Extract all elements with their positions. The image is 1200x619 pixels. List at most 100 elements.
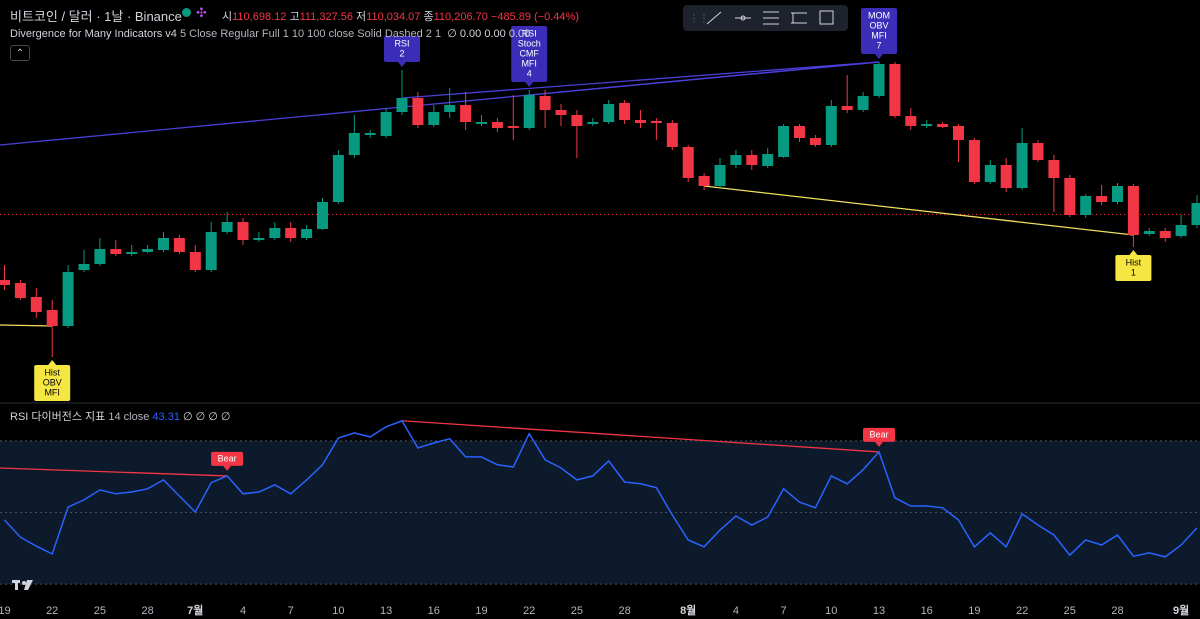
- x-tick-label: 19: [968, 605, 980, 617]
- candle-body: [62, 272, 74, 326]
- signal-label-text: Stoch: [518, 38, 541, 48]
- candle-body: [491, 122, 503, 128]
- bear-label-box: [211, 451, 244, 466]
- candle-body: [460, 105, 472, 122]
- divergence-line: [401, 61, 880, 99]
- rsi-legend: RSI 다이버전스 지표 14 close 43.31 ∅ ∅ ∅ ∅: [10, 408, 231, 424]
- candle-body: [905, 116, 917, 126]
- signal-pointer: [398, 62, 406, 67]
- signal-label-text: OBV: [43, 377, 62, 387]
- candle-body: [507, 126, 519, 128]
- candle-body: [778, 126, 790, 157]
- signal-label-text: Hist: [1126, 257, 1142, 267]
- ohlc-value: 111,327.56: [299, 11, 353, 23]
- signal-label-box: [861, 8, 897, 54]
- signal-pointer: [875, 54, 883, 59]
- tv-logo: [12, 580, 33, 590]
- candle-body: [1080, 196, 1092, 215]
- rsi-pane: Bear Bear: [0, 419, 1200, 585]
- signal-label-text: RSI: [522, 28, 537, 38]
- candle-body: [809, 138, 821, 145]
- candle-body: [825, 106, 837, 145]
- indicator-value: 0.00: [459, 28, 482, 40]
- toolbar-icons: ⋮⋮: [689, 10, 834, 25]
- signal-label-box: [1115, 255, 1152, 281]
- fib-tool[interactable]: [763, 11, 779, 25]
- indicator-name: Divergence for Many Indicators v4: [10, 28, 177, 40]
- candle-body: [682, 147, 694, 178]
- signal-pointer: [525, 82, 534, 87]
- candle-body: [1000, 165, 1012, 188]
- indicator-legend: Divergence for Many Indicators v4 5 Clos…: [10, 27, 530, 40]
- drag-handle[interactable]: ⋮⋮: [689, 14, 709, 25]
- ohlc-value: 110,698.12: [232, 11, 287, 23]
- candle-body: [603, 104, 615, 122]
- signal-pointer: [1129, 250, 1138, 255]
- x-tick-label: 16: [428, 605, 440, 617]
- x-tick-label: 4: [240, 605, 246, 617]
- rsi-icons[interactable]: ∅ ∅ ∅ ∅: [183, 411, 231, 423]
- flag-icon[interactable]: ✣: [196, 5, 207, 20]
- candle-body: [94, 249, 106, 264]
- x-tick-label: 10: [825, 605, 837, 617]
- signal-label-text: Hist: [44, 367, 60, 377]
- candle-body: [730, 155, 742, 165]
- candle-body: [921, 124, 933, 126]
- x-tick-label: 10: [332, 605, 344, 617]
- signal-label-box: [511, 26, 548, 82]
- candle-body: [635, 120, 646, 123]
- x-tick-label: 28: [1111, 605, 1123, 617]
- rect-tool[interactable]: [819, 10, 834, 25]
- status-dot: [182, 8, 191, 17]
- candle-body: [762, 154, 774, 166]
- symbol: 비트코인 / 달러 · 1날 · Binance: [10, 9, 182, 24]
- ohlc-label: 시: [222, 11, 233, 23]
- candle-body: [539, 96, 551, 110]
- x-tick-label: 7: [288, 605, 294, 617]
- candle-body: [619, 103, 631, 120]
- x-tick-label: 22: [523, 605, 535, 617]
- indicator-icon[interactable]: ∅: [447, 28, 457, 40]
- candle-body: [14, 283, 26, 298]
- x-tick-label: 25: [94, 605, 106, 617]
- indicator-value: 0.00: [484, 28, 506, 40]
- candle-body: [1127, 186, 1139, 235]
- signal-label-text: 2: [399, 48, 404, 58]
- ohlc-value: 110,034.07: [366, 11, 421, 23]
- divergence-line: [529, 61, 880, 96]
- signal-label-text: 1: [1131, 267, 1136, 277]
- bear-pointer: [875, 441, 883, 447]
- candle-body: [46, 310, 58, 326]
- candle-body: [1032, 143, 1044, 160]
- candle-body: [396, 98, 408, 112]
- x-tick-label: 19: [0, 605, 11, 617]
- x-tick-label: 13: [380, 605, 392, 617]
- candle-body: [1112, 186, 1123, 202]
- channel-tool[interactable]: [791, 12, 807, 24]
- divergence-line: [0, 324, 53, 327]
- signal-label-text: MFI: [871, 30, 887, 40]
- x-tick-label: 22: [1016, 605, 1028, 617]
- candle-body: [380, 112, 392, 136]
- candle-body: [1064, 178, 1076, 215]
- candle-body: [142, 249, 154, 252]
- drawing-toolbar: ⋮⋮: [683, 5, 848, 31]
- candle-body: [650, 121, 662, 123]
- candle-body: [587, 122, 599, 124]
- x-tick-label: 9월: [1173, 603, 1189, 617]
- trend-line-tool[interactable]: [706, 11, 722, 25]
- candle-body: [857, 96, 869, 110]
- collapse-button[interactable]: ⌃: [10, 45, 30, 61]
- candle-body: [698, 176, 710, 186]
- candle-body: [332, 155, 344, 202]
- candle-body: [714, 165, 726, 186]
- ohlc-value: 110,206.70: [433, 11, 488, 23]
- x-tick-label: 28: [618, 605, 630, 617]
- bear-label-text: Bear: [869, 429, 888, 439]
- x-tick-label: 25: [571, 605, 583, 617]
- candle-body: [1191, 203, 1200, 225]
- candle-body: [523, 95, 535, 128]
- rsi-value: 43.31: [152, 411, 180, 423]
- signal-label-box: [384, 36, 420, 62]
- signal-label-text: 4: [527, 68, 532, 78]
